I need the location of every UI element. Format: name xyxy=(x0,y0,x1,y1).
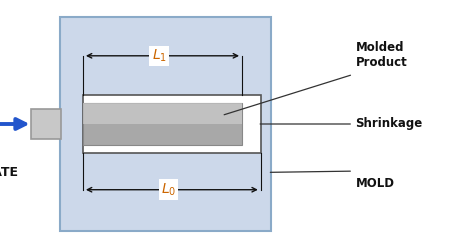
Bar xyxy=(31,109,62,139)
Bar xyxy=(83,95,261,153)
Text: MOLD: MOLD xyxy=(356,177,394,190)
Text: $L_1$: $L_1$ xyxy=(152,48,166,64)
Bar xyxy=(83,103,242,124)
Text: GATE: GATE xyxy=(0,166,18,179)
Text: Molded
Product: Molded Product xyxy=(356,41,407,68)
Text: Shrinkage: Shrinkage xyxy=(356,118,423,130)
Text: $L_0$: $L_0$ xyxy=(161,182,176,198)
Bar xyxy=(60,17,271,231)
Bar xyxy=(83,103,242,145)
